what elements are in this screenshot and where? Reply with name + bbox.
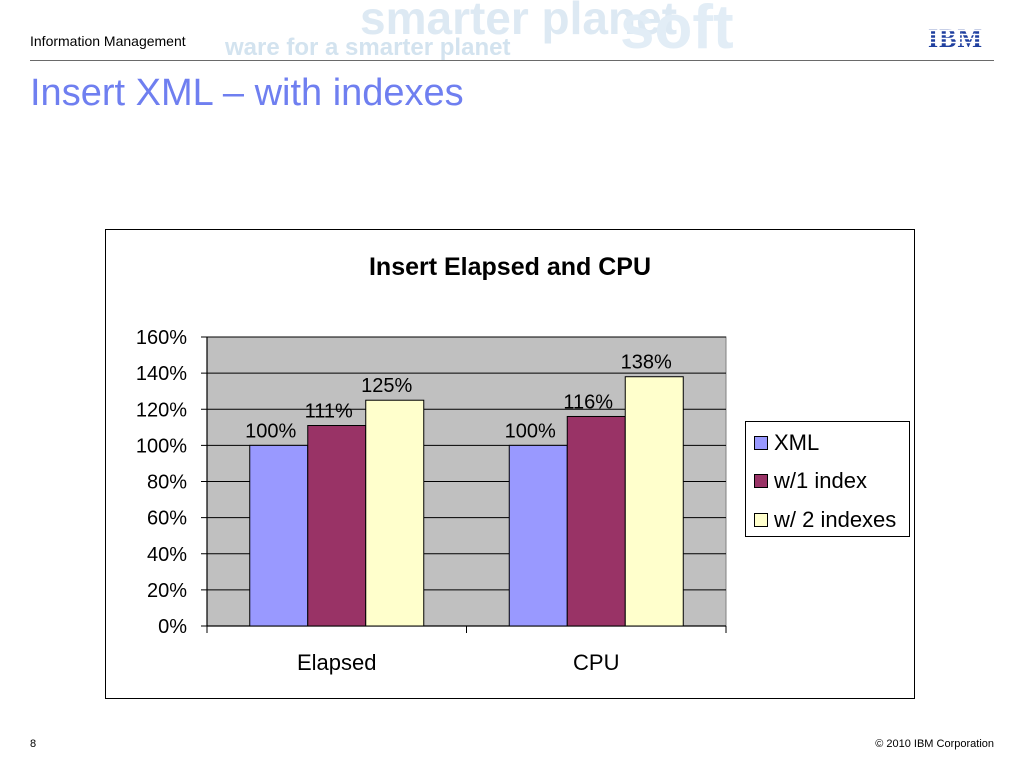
x-tick-label: CPU	[573, 650, 619, 675]
legend-swatch-xml	[754, 436, 768, 450]
y-tick-label: 120%	[136, 399, 187, 421]
svg-text:smarter planet: smarter planet	[360, 0, 677, 44]
bar	[624, 376, 684, 627]
legend-item-w1-index: w/1 index	[754, 468, 867, 494]
x-tick-label: Elapsed	[297, 650, 377, 675]
legend-swatch-w2-indexes	[754, 513, 768, 527]
data-label: 125%	[361, 375, 412, 397]
slide-title: Insert XML – with indexes	[30, 72, 464, 114]
page-number: 8	[30, 738, 37, 750]
section-label: Information Management	[30, 33, 186, 49]
bar	[508, 444, 568, 627]
legend-label-xml: XML	[774, 430, 820, 455]
data-label: 100%	[245, 420, 296, 442]
bar	[307, 425, 367, 627]
y-tick-label: 160%	[136, 327, 187, 349]
bar	[249, 444, 309, 627]
legend-label-w2-indexes: w/ 2 indexes	[774, 507, 897, 532]
data-label: 116%	[563, 391, 613, 413]
bar	[365, 399, 425, 627]
header-divider	[30, 60, 994, 61]
bar	[566, 415, 626, 627]
y-tick-label: 0%	[158, 616, 187, 638]
legend-item-xml: XML	[754, 430, 819, 456]
data-label: 138%	[621, 352, 672, 374]
data-label: 111%	[305, 401, 353, 423]
legend-swatch-w1-index	[754, 474, 768, 488]
watermark-text: ware for a smarter planet	[224, 34, 510, 61]
watermark-graphic: smarter planet soft ware for a smarter p…	[224, 0, 734, 62]
y-tick-label: 80%	[147, 472, 187, 494]
header-watermark: smarter planet soft ware for a smarter p…	[0, 0, 1024, 62]
chart-title: Insert Elapsed and CPU	[369, 253, 651, 281]
y-tick-label: 40%	[147, 544, 187, 566]
legend-item-w2-indexes: w/ 2 indexes	[754, 507, 896, 533]
legend-label-w1-index: w/1 index	[774, 468, 867, 493]
data-label: 100%	[505, 420, 556, 442]
ibm-logo: IBM	[928, 25, 994, 51]
y-tick-label: 60%	[147, 508, 187, 530]
y-tick-label: 100%	[136, 435, 187, 457]
copyright: © 2010 IBM Corporation	[875, 738, 994, 750]
y-tick-label: 140%	[136, 363, 187, 385]
svg-text:soft: soft	[620, 0, 734, 62]
chart-legend: XML w/1 index w/ 2 indexes	[745, 421, 910, 537]
y-tick-label: 20%	[147, 580, 187, 602]
